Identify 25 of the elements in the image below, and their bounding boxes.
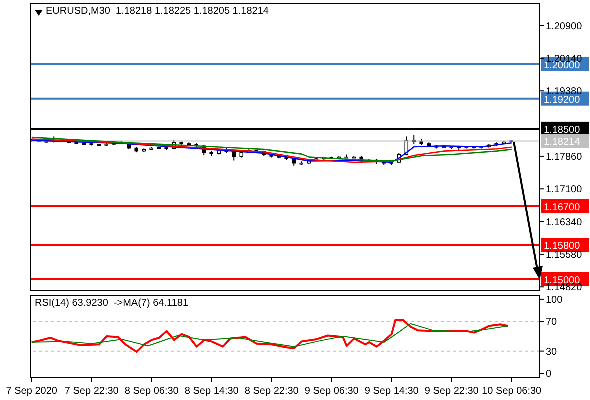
ref-line-label: 1.15800	[544, 241, 581, 252]
y-tick-label: 100	[546, 294, 564, 306]
ref-line-label: 1.16700	[544, 202, 581, 214]
y-tick-label: 0	[546, 369, 552, 380]
chart-title: RSI(14) 63.9230 ->MA(7) 64.1181	[35, 298, 189, 309]
y-tick-label: 1.15580	[546, 250, 583, 262]
y-tick-label: 1.17100	[546, 184, 583, 196]
ref-line-label: 1.18500	[544, 124, 581, 136]
x-tick-label: 9 Sep 06:30	[304, 386, 360, 397]
ref-line-label: 1.18214	[544, 137, 581, 148]
x-tick-label: 9 Sep 14:30	[364, 386, 420, 397]
y-tick-label: 1.17860	[546, 152, 583, 164]
x-tick-label: 9 Sep 22:30	[424, 386, 480, 397]
chart-title: EURUSD,M30 1.18218 1.18225 1.18205 1.18214	[46, 6, 269, 17]
ref-line-label: 1.19200	[544, 94, 581, 106]
y-tick-label: 30	[546, 346, 558, 358]
x-tick-label: 10 Sep 06:30	[482, 386, 542, 397]
x-tick-label: 8 Sep 06:30	[124, 386, 180, 397]
x-tick-label: 7 Sep 22:30	[64, 386, 120, 397]
y-tick-label: 1.20900	[546, 21, 583, 32]
x-tick-label: 8 Sep 22:30	[244, 386, 300, 397]
y-tick-label: 1.16340	[546, 217, 583, 228]
x-tick-label: 8 Sep 14:30	[184, 386, 240, 397]
y-tick-label: 70	[546, 317, 558, 328]
x-tick-label: 7 Sep 2020	[6, 386, 58, 397]
